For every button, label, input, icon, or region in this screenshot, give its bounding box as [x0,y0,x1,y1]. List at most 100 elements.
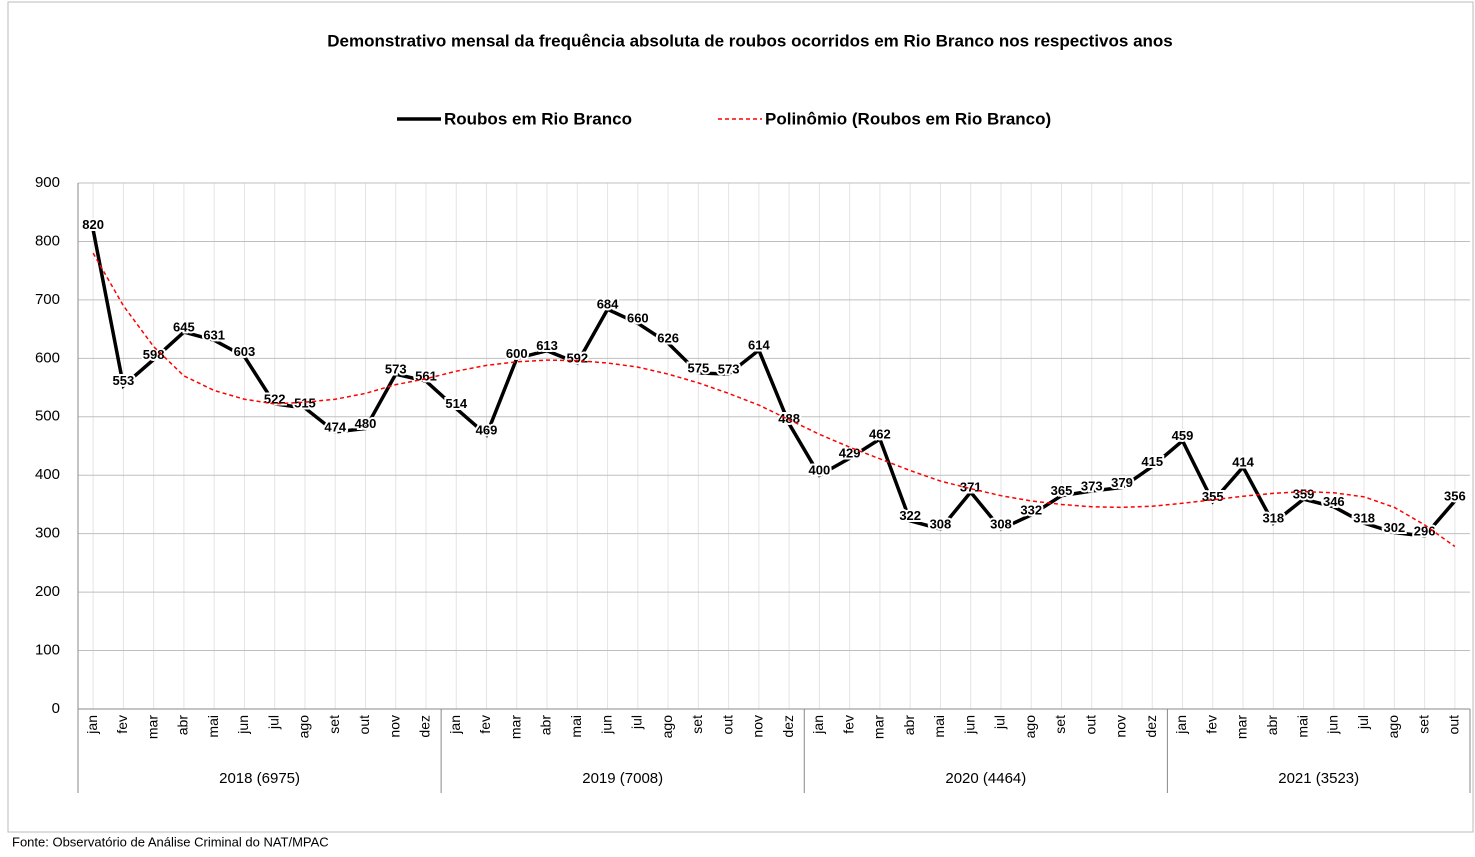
data-label: 359 [1293,487,1315,502]
data-label: 365 [1051,483,1073,498]
data-label: 820 [82,217,104,232]
data-label: 603 [234,344,256,359]
data-label: 522 [264,391,286,406]
data-label: 415 [1141,454,1163,469]
x-tick-label: out [719,715,735,735]
data-label: 631 [203,328,225,343]
y-tick-label: 500 [35,408,60,425]
data-label: 469 [476,422,498,437]
x-tick-label: nov [386,715,402,738]
data-label: 626 [657,331,679,346]
x-tick-label: fev [1203,715,1219,734]
x-tick-label: jan [84,715,100,735]
data-label: 515 [294,395,316,410]
x-tick-label: ago [296,715,312,739]
x-tick-label: nov [750,715,766,738]
source-note: Fonte: Observatório de Análise Criminal … [12,834,329,849]
x-tick-label: jul [629,715,645,730]
data-label: 296 [1414,523,1436,538]
data-label: 318 [1353,511,1375,526]
data-label: 600 [506,346,528,361]
x-tick-label: jun [235,715,251,735]
y-tick-label: 100 [35,642,60,659]
x-tick-label: jan [1173,715,1189,735]
x-tick-label: abr [175,715,191,736]
y-tick-label: 700 [35,291,60,308]
data-label: 480 [355,416,377,431]
x-tick-label: out [1446,715,1462,735]
data-label: 346 [1323,494,1345,509]
data-label: 592 [566,350,588,365]
data-label: 356 [1444,488,1466,503]
x-tick-label: mar [507,715,523,739]
data-label: 414 [1232,454,1254,469]
data-label: 514 [445,396,467,411]
series-line [91,229,1457,538]
data-label: 308 [990,516,1012,531]
group-label: 2020 (4464) [945,770,1026,787]
x-tick-label: mai [1294,715,1310,738]
x-tick-label: jul [265,715,281,730]
x-tick-label: fev [840,715,856,734]
x-tick-label: mai [568,715,584,738]
legend-label: Polinômio (Roubos em Rio Branco) [765,109,1051,128]
y-tick-label: 900 [35,174,60,191]
group-label: 2018 (6975) [219,770,300,787]
x-tick-label: abr [538,715,554,736]
data-label: 462 [869,426,891,441]
data-label: 371 [960,480,982,495]
x-tick-label: set [1052,715,1068,734]
data-label: 332 [1020,502,1042,517]
data-label: 474 [324,419,346,434]
x-tick-label: jun [961,715,977,735]
x-tick-label: abr [901,715,917,736]
x-tick-label: jun [1325,715,1341,735]
x-tick-label: fev [477,715,493,734]
series-line [92,252,1456,548]
data-label: 429 [839,446,861,461]
x-tick-label: dez [780,715,796,738]
data-label: 459 [1172,428,1194,443]
data-label: 355 [1202,489,1224,504]
legend-label: Roubos em Rio Branco [444,109,632,128]
data-label: 684 [597,297,619,312]
y-tick-label: 0 [52,700,60,717]
group-label: 2019 (7008) [582,770,663,787]
data-label: 322 [899,508,921,523]
x-tick-label: dez [417,715,433,738]
data-label: 302 [1383,520,1405,535]
data-label: 400 [809,463,831,478]
data-label: 613 [536,338,558,353]
x-tick-label: jul [1355,715,1371,730]
data-label: 373 [1081,478,1103,493]
data-label: 573 [385,362,407,377]
group-label: 2021 (3523) [1278,770,1359,787]
y-tick-label: 800 [35,232,60,249]
data-label: 598 [143,347,165,362]
data-label: 660 [627,311,649,326]
x-tick-label: jul [992,715,1008,730]
x-tick-label: mar [871,715,887,739]
data-label: 575 [687,360,709,375]
x-tick-label: mar [1234,715,1250,739]
x-tick-label: nov [1113,715,1129,738]
data-label: 318 [1262,511,1284,526]
x-tick-label: set [326,715,342,734]
x-tick-label: ago [1022,715,1038,739]
x-tick-label: mar [144,715,160,739]
x-tick-label: set [1415,715,1431,734]
x-tick-label: fev [114,715,130,734]
x-tick-label: jan [810,715,826,735]
y-tick-label: 300 [35,525,60,542]
data-label: 379 [1111,475,1133,490]
data-label: 553 [113,373,135,388]
x-tick-label: dez [1143,715,1159,738]
x-tick-label: ago [659,715,675,739]
y-tick-label: 600 [35,349,60,366]
chart-title: Demonstrativo mensal da frequência absol… [327,31,1173,50]
x-tick-label: mai [205,715,221,738]
x-tick-label: ago [1385,715,1401,739]
y-tick-label: 400 [35,466,60,483]
x-tick-label: mai [931,715,947,738]
